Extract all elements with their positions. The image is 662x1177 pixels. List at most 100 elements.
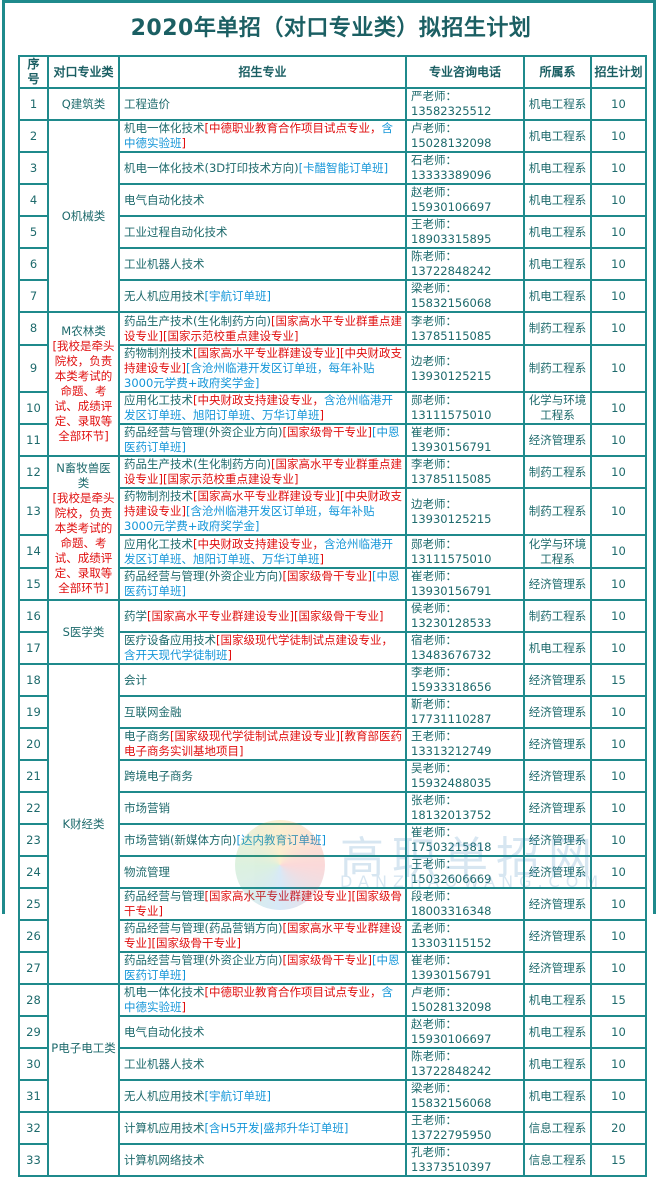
major-highlight: ] <box>181 136 187 150</box>
department: 制药工程系 <box>523 455 592 489</box>
major-cell: 市场营销(新媒体方向)[达内教育订单班] <box>118 823 407 857</box>
contact-phone: 石老师：13333389096 <box>405 151 525 185</box>
major-highlight: ] <box>319 551 325 566</box>
contact-phone: 严老师：13582325512 <box>405 87 525 121</box>
department: 经济管理系 <box>523 887 592 921</box>
major-cell: 无人机应用技术[宇航订单班] <box>118 279 407 313</box>
major-name: 市场营销 <box>124 800 170 815</box>
major-name: 电子商务 <box>124 729 170 743</box>
category-name: P电子电工类 <box>51 1040 116 1055</box>
contact-phone: 孟老师：13303115152 <box>405 919 525 953</box>
major-highlight: [国家级现代学徒制试点建设专业， <box>216 633 393 647</box>
contact-phone: 郧老师：13111575010 <box>405 534 525 569</box>
category-name: Q建筑类 <box>61 96 106 111</box>
table-row: 16 S医学类 药学[国家高水平专业群建设专业][国家级骨干专业] 侯老师：13230… <box>18 599 647 665</box>
major-cell: 机电一体化技术(3D打印技术方向)[卡醋智能订单班] <box>118 151 407 185</box>
major-highlight: [含沧州临港开发区订单班，每年补贴3000元学费+政府奖学金] <box>124 361 375 390</box>
row-number: 33 <box>18 1143 49 1177</box>
row-number: 5 <box>18 215 49 249</box>
category-cell: M农林类 [我校是牵头院校，负责本类考试的命题、考试、成绩评定、录取等全部环节] <box>47 311 120 457</box>
contact-phone: 李老师：15933318656 <box>405 663 525 697</box>
department: 制药工程系 <box>523 311 592 346</box>
major-cell: 药品生产技术(生化制药方向)[国家高水平专业群重点建设专业][国家示范校重点建设… <box>118 455 407 489</box>
department: 机电工程系 <box>523 279 592 313</box>
contact-phone: 侯老师：13230128533 <box>405 599 525 633</box>
table-row: 14 应用化工技术[中央财政支持建设专业，含沧州临港开发区订单班、旭阳订单班、万华… <box>18 534 647 569</box>
major-name: 药学 <box>124 608 147 623</box>
major-cell: 应用化工技术[中央财政支持建设专业，含沧州临港开发区订单班、旭阳订单班、万华订单… <box>118 534 407 569</box>
table-row: 22 市场营销 张老师：18132013752 经济管理系 10 <box>18 791 647 825</box>
table-row: 17 医疗设备应用技术[国家级现代学徒制试点建设专业，含开天现代学徒制班] 宿老师：… <box>18 631 647 665</box>
major-name: 机电一体化技术 <box>124 985 205 999</box>
department: 化学与环境工程系 <box>523 391 592 425</box>
enrollment-plan: 10 <box>590 279 647 313</box>
row-number: 7 <box>18 279 49 313</box>
table-row: 21 跨境电子商务 吴老师：15932488035 经济管理系 10 <box>18 759 647 793</box>
header-department: 所属系 <box>523 55 592 89</box>
contact-phone: 崔老师：13930156791 <box>405 423 525 457</box>
enrollment-plan: 10 <box>590 1079 647 1113</box>
row-number: 14 <box>18 534 49 569</box>
enrollment-plan: 10 <box>590 534 647 569</box>
table-row: 10 应用化工技术[中央财政支持建设专业，含沧州临港开发区订单班、旭阳订单班、万华… <box>18 391 647 425</box>
enrollment-plan: 10 <box>590 119 647 153</box>
major-cell: 工业过程自动化技术 <box>118 215 407 249</box>
major-name: 会计 <box>124 672 147 687</box>
enrollment-plan: 10 <box>590 455 647 489</box>
enrollment-plan: 10 <box>590 1047 647 1081</box>
enrollment-plan: 10 <box>590 1015 647 1049</box>
contact-phone: 陈老师：13722848242 <box>405 247 525 281</box>
major-cell: 电气自动化技术 <box>118 183 407 217</box>
contact-phone: 卢老师：15028132098 <box>405 983 525 1017</box>
major-name: 药品生产技术(生化制药方向) <box>124 313 271 328</box>
row-number: 13 <box>18 487 49 536</box>
department: 经济管理系 <box>523 423 592 457</box>
row-number: 2 <box>18 119 49 153</box>
contact-phone: 孔老师：13373510397 <box>405 1143 525 1177</box>
enrollment-plan: 10 <box>590 887 647 921</box>
major-cell: 药品经营与管理(外资企业方向)[国家级骨干专业][中恩医药订单班] <box>118 951 407 985</box>
header-no: 序号 <box>18 55 49 89</box>
department: 制药工程系 <box>523 487 592 536</box>
enrollment-plan: 10 <box>590 791 647 825</box>
major-highlight: [国家高水平专业群重点建设专业][国家示范校重点建设专业] <box>124 313 402 343</box>
category-name: K财经类 <box>62 816 105 831</box>
row-number: 16 <box>18 599 49 633</box>
table-row: 11 药品经营与管理(外资企业方向)[国家级骨干专业][中恩医药订单班] 崔老师：1… <box>18 423 647 457</box>
enrollment-plan: 10 <box>590 151 647 185</box>
table-row: 32 计算机应用技术[含H5开发|盛邦升华订单班] 王老师：13722795950 信… <box>18 1111 647 1177</box>
major-highlight: [卡醋智能订单班] <box>298 160 389 175</box>
enrollment-plan: 10 <box>590 759 647 793</box>
row-number: 4 <box>18 183 49 217</box>
table-row: 19 互联网金融 靳老师：17731110287 经济管理系 10 <box>18 695 647 729</box>
enrollment-plan: 10 <box>590 423 647 457</box>
major-cell: 药品生产技术(生化制药方向)[国家高水平专业群重点建设专业][国家示范校重点建设… <box>118 311 407 346</box>
major-highlight: [中恩医药订单班] <box>124 569 400 598</box>
major-cell: 物流管理 <box>118 855 407 889</box>
major-highlight: [中央财政支持建设专业， <box>193 536 324 551</box>
major-highlight: [国家级现代学徒制试点建设专业][教育部医药电子商务实训基地项目] <box>124 729 402 758</box>
row-number: 24 <box>18 855 49 889</box>
contact-phone: 梁老师：15832156068 <box>405 279 525 313</box>
major-name: 药品经营与管理(外资企业方向) <box>124 425 283 439</box>
enrollment-plan: 20 <box>590 1111 647 1145</box>
contact-phone: 张老师：18132013752 <box>405 791 525 825</box>
page-frame <box>2 0 656 914</box>
major-cell: 市场营销 <box>118 791 407 825</box>
table-row: 24 物流管理 王老师：15032606669 经济管理系 10 <box>18 855 647 889</box>
contact-phone: 赵老师：15930106697 <box>405 1015 525 1049</box>
department: 经济管理系 <box>523 951 592 985</box>
major-name: 工业机器人技术 <box>124 256 205 271</box>
contact-phone: 吴老师：15932488035 <box>405 759 525 793</box>
major-highlight: [国家级骨干专业] <box>282 569 372 583</box>
major-highlight: 含沧州临港开发区订单班、旭阳订单班、万华订单班 <box>124 536 393 566</box>
row-number: 20 <box>18 727 49 761</box>
category-name: N畜牧兽医类 <box>56 460 111 490</box>
department: 经济管理系 <box>523 823 592 857</box>
category-cell: K财经类 <box>47 663 120 985</box>
enrollment-plan: 10 <box>590 183 647 217</box>
major-name: 药品经营与管理(外资企业方向) <box>124 953 283 967</box>
major-highlight: [达内教育订单班] <box>236 832 326 847</box>
contact-phone: 王老师：18903315895 <box>405 215 525 249</box>
contact-phone: 郧老师：13111575010 <box>405 391 525 425</box>
